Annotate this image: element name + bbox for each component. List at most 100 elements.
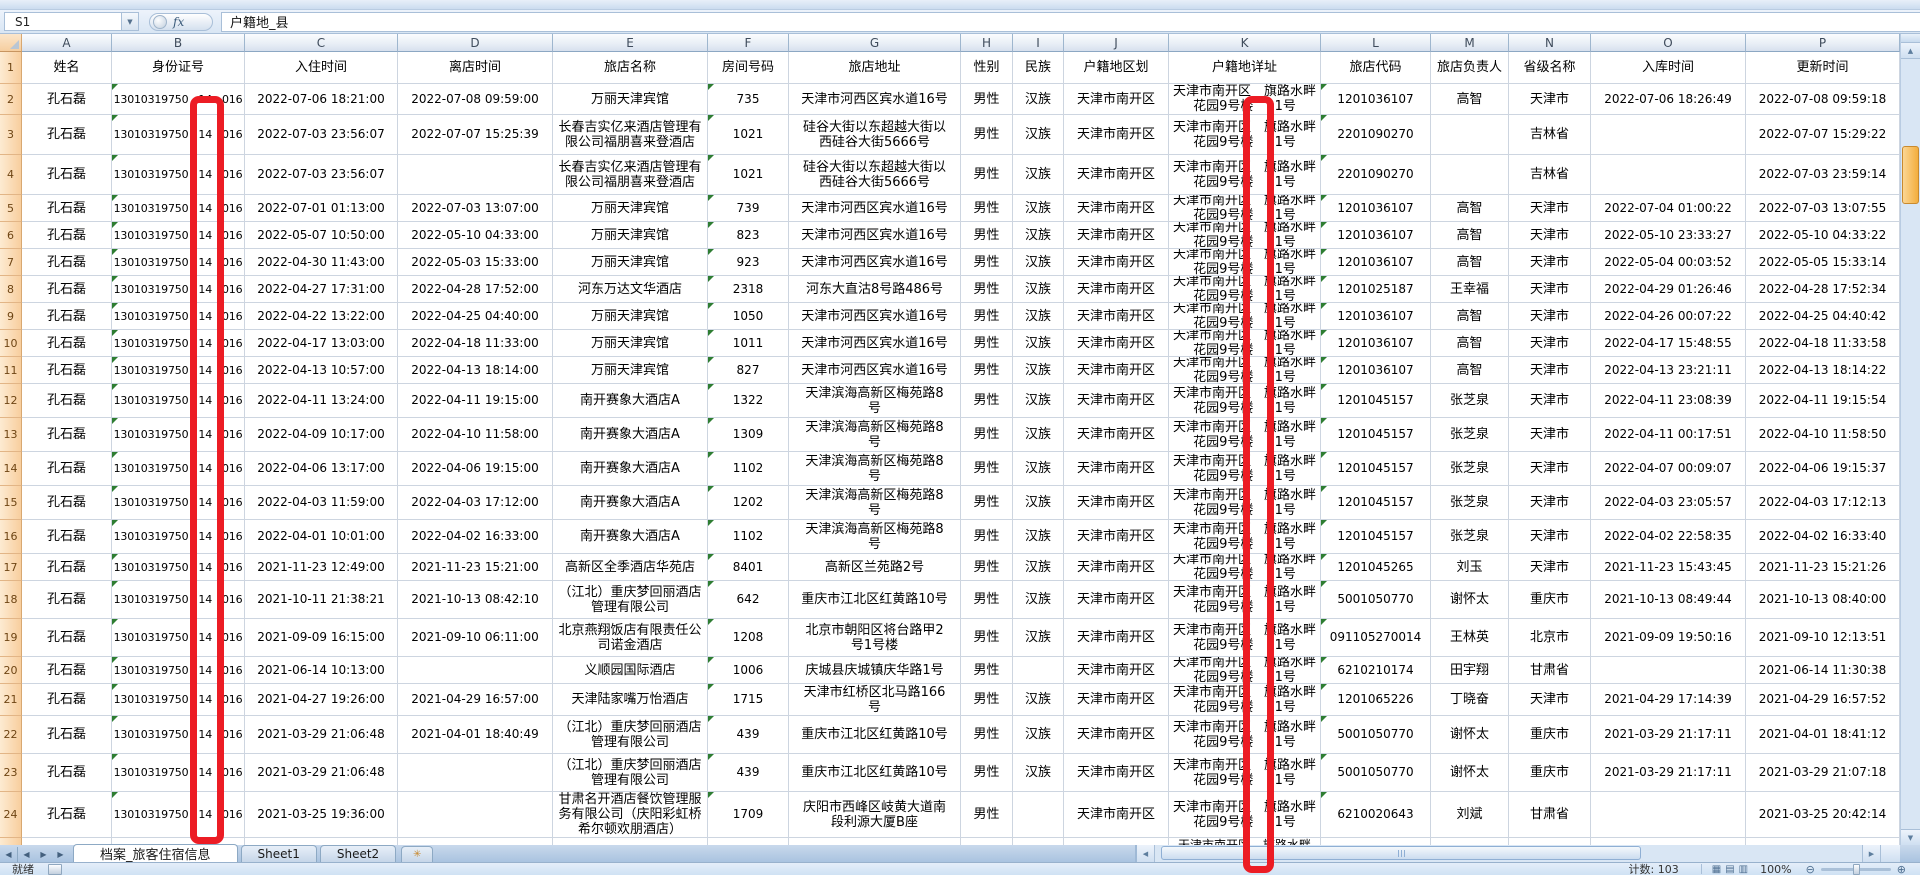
cell-B21[interactable]: 13010319750 14 016 bbox=[112, 684, 245, 716]
cell-F20[interactable]: 1006 bbox=[708, 657, 789, 684]
cell-A5[interactable]: 孔石磊 bbox=[22, 195, 112, 222]
cell-O13[interactable]: 2022-04-11 00:17:51 bbox=[1591, 418, 1746, 452]
cell-D17[interactable]: 2021-11-23 15:21:00 bbox=[398, 554, 553, 581]
cell-C22[interactable]: 2021-03-29 21:06:48 bbox=[245, 716, 398, 754]
horizontal-scroll-thumb[interactable] bbox=[1161, 846, 1641, 860]
cell-N10[interactable]: 天津市 bbox=[1509, 330, 1591, 357]
cell-P6[interactable]: 2022-05-10 04:33:22 bbox=[1746, 222, 1900, 249]
cell-M21[interactable]: 丁晓奋 bbox=[1431, 684, 1509, 716]
cell-H16[interactable]: 男性 bbox=[961, 520, 1013, 554]
cell-E21[interactable]: 天津陆家嘴万怡酒店 bbox=[553, 684, 708, 716]
cell-N13[interactable]: 天津市 bbox=[1509, 418, 1591, 452]
cell-C25[interactable] bbox=[245, 838, 398, 845]
cell-M15[interactable]: 张芝泉 bbox=[1431, 486, 1509, 520]
cell-M3[interactable] bbox=[1431, 115, 1509, 155]
cell-K16[interactable]: 天津市南开区 旗路水畔 花园9号楼 01号 bbox=[1169, 520, 1321, 554]
cell-D3[interactable]: 2022-07-07 15:25:39 bbox=[398, 115, 553, 155]
page-layout-view-icon[interactable]: ▤ bbox=[1725, 863, 1735, 875]
cell-I12[interactable]: 汉族 bbox=[1013, 384, 1064, 418]
cell-N14[interactable]: 天津市 bbox=[1509, 452, 1591, 486]
row-header-13[interactable]: 13 bbox=[0, 418, 22, 452]
cell-K22[interactable]: 天津市南开区 旗路水畔 花园9号楼 01号 bbox=[1169, 716, 1321, 754]
cell-O8[interactable]: 2022-04-29 01:26:46 bbox=[1591, 276, 1746, 303]
cell-I6[interactable]: 汉族 bbox=[1013, 222, 1064, 249]
cell-H8[interactable]: 男性 bbox=[961, 276, 1013, 303]
cell-N16[interactable]: 天津市 bbox=[1509, 520, 1591, 554]
cell-H6[interactable]: 男性 bbox=[961, 222, 1013, 249]
cell-H7[interactable]: 男性 bbox=[961, 249, 1013, 276]
row-header-14[interactable]: 14 bbox=[0, 452, 22, 486]
cell-A17[interactable]: 孔石磊 bbox=[22, 554, 112, 581]
cell-P10[interactable]: 2022-04-18 11:33:58 bbox=[1746, 330, 1900, 357]
cell-L11[interactable]: 1201036107 bbox=[1321, 357, 1431, 384]
cell-J18[interactable]: 天津市南开区 bbox=[1064, 581, 1169, 619]
cell-L25[interactable] bbox=[1321, 838, 1431, 845]
cell-E17[interactable]: 高新区全季酒店华苑店 bbox=[553, 554, 708, 581]
insert-function-button[interactable]: fx bbox=[149, 12, 213, 31]
cell-C7[interactable]: 2022-04-30 11:43:00 bbox=[245, 249, 398, 276]
cell-H23[interactable]: 男性 bbox=[961, 754, 1013, 792]
cell-H13[interactable]: 男性 bbox=[961, 418, 1013, 452]
cell-C23[interactable]: 2021-03-29 21:06:48 bbox=[245, 754, 398, 792]
cell-P9[interactable]: 2022-04-25 04:40:42 bbox=[1746, 303, 1900, 330]
cell-I20[interactable] bbox=[1013, 657, 1064, 684]
cell-C17[interactable]: 2021-11-23 12:49:00 bbox=[245, 554, 398, 581]
cell-J10[interactable]: 天津市南开区 bbox=[1064, 330, 1169, 357]
row-header-7[interactable]: 7 bbox=[0, 249, 22, 276]
row-header-8[interactable]: 8 bbox=[0, 276, 22, 303]
cell-N1[interactable]: 省级名称 bbox=[1509, 52, 1591, 84]
cell-F17[interactable]: 8401 bbox=[708, 554, 789, 581]
cell-K14[interactable]: 天津市南开区 旗路水畔 花园9号楼 01号 bbox=[1169, 452, 1321, 486]
zoom-slider-handle[interactable] bbox=[1852, 863, 1860, 875]
cell-M2[interactable]: 高智 bbox=[1431, 84, 1509, 115]
cell-I14[interactable]: 汉族 bbox=[1013, 452, 1064, 486]
cell-D4[interactable] bbox=[398, 155, 553, 195]
cell-L7[interactable]: 1201036107 bbox=[1321, 249, 1431, 276]
column-header-I[interactable]: I bbox=[1013, 34, 1064, 52]
cell-A14[interactable]: 孔石磊 bbox=[22, 452, 112, 486]
sheet-tab-Sheet1[interactable]: Sheet1 bbox=[240, 845, 317, 862]
cell-D9[interactable]: 2022-04-25 04:40:00 bbox=[398, 303, 553, 330]
cell-F6[interactable]: 823 bbox=[708, 222, 789, 249]
cell-F9[interactable]: 1050 bbox=[708, 303, 789, 330]
column-header-F[interactable]: F bbox=[708, 34, 789, 52]
cell-M6[interactable]: 高智 bbox=[1431, 222, 1509, 249]
cell-E9[interactable]: 万丽天津宾馆 bbox=[553, 303, 708, 330]
cell-D2[interactable]: 2022-07-08 09:59:00 bbox=[398, 84, 553, 115]
cell-I7[interactable]: 汉族 bbox=[1013, 249, 1064, 276]
cell-A2[interactable]: 孔石磊 bbox=[22, 84, 112, 115]
cell-J17[interactable]: 天津市南开区 bbox=[1064, 554, 1169, 581]
column-header-N[interactable]: N bbox=[1509, 34, 1591, 52]
cell-O23[interactable]: 2021-03-29 21:17:11 bbox=[1591, 754, 1746, 792]
cell-A10[interactable]: 孔石磊 bbox=[22, 330, 112, 357]
cell-N24[interactable]: 甘肃省 bbox=[1509, 792, 1591, 838]
cell-K3[interactable]: 天津市南开区 旗路水畔 花园9号楼 01号 bbox=[1169, 115, 1321, 155]
cell-F14[interactable]: 1102 bbox=[708, 452, 789, 486]
cell-M20[interactable]: 田宇翔 bbox=[1431, 657, 1509, 684]
cell-M23[interactable]: 谢怀太 bbox=[1431, 754, 1509, 792]
cell-M11[interactable]: 高智 bbox=[1431, 357, 1509, 384]
row-header-2[interactable]: 2 bbox=[0, 84, 22, 115]
cell-N21[interactable]: 天津市 bbox=[1509, 684, 1591, 716]
cell-N18[interactable]: 重庆市 bbox=[1509, 581, 1591, 619]
cell-M24[interactable]: 刘斌 bbox=[1431, 792, 1509, 838]
cell-H9[interactable]: 男性 bbox=[961, 303, 1013, 330]
cell-I17[interactable]: 汉族 bbox=[1013, 554, 1064, 581]
cell-J11[interactable]: 天津市南开区 bbox=[1064, 357, 1169, 384]
cell-H21[interactable]: 男性 bbox=[961, 684, 1013, 716]
cell-M19[interactable]: 王林英 bbox=[1431, 619, 1509, 657]
cell-O24[interactable] bbox=[1591, 792, 1746, 838]
cell-N15[interactable]: 天津市 bbox=[1509, 486, 1591, 520]
row-header-11[interactable]: 11 bbox=[0, 357, 22, 384]
row-header-25[interactable]: 25 bbox=[0, 838, 22, 845]
cell-F2[interactable]: 735 bbox=[708, 84, 789, 115]
cell-E13[interactable]: 南开赛象大酒店A bbox=[553, 418, 708, 452]
cell-G13[interactable]: 天津滨海高新区梅苑路8 号 bbox=[789, 418, 961, 452]
cell-D6[interactable]: 2022-05-10 04:33:00 bbox=[398, 222, 553, 249]
cell-J15[interactable]: 天津市南开区 bbox=[1064, 486, 1169, 520]
cell-L1[interactable]: 旅店代码 bbox=[1321, 52, 1431, 84]
cell-M10[interactable]: 高智 bbox=[1431, 330, 1509, 357]
cell-J6[interactable]: 天津市南开区 bbox=[1064, 222, 1169, 249]
cell-P15[interactable]: 2022-04-03 17:12:13 bbox=[1746, 486, 1900, 520]
cell-L9[interactable]: 1201036107 bbox=[1321, 303, 1431, 330]
